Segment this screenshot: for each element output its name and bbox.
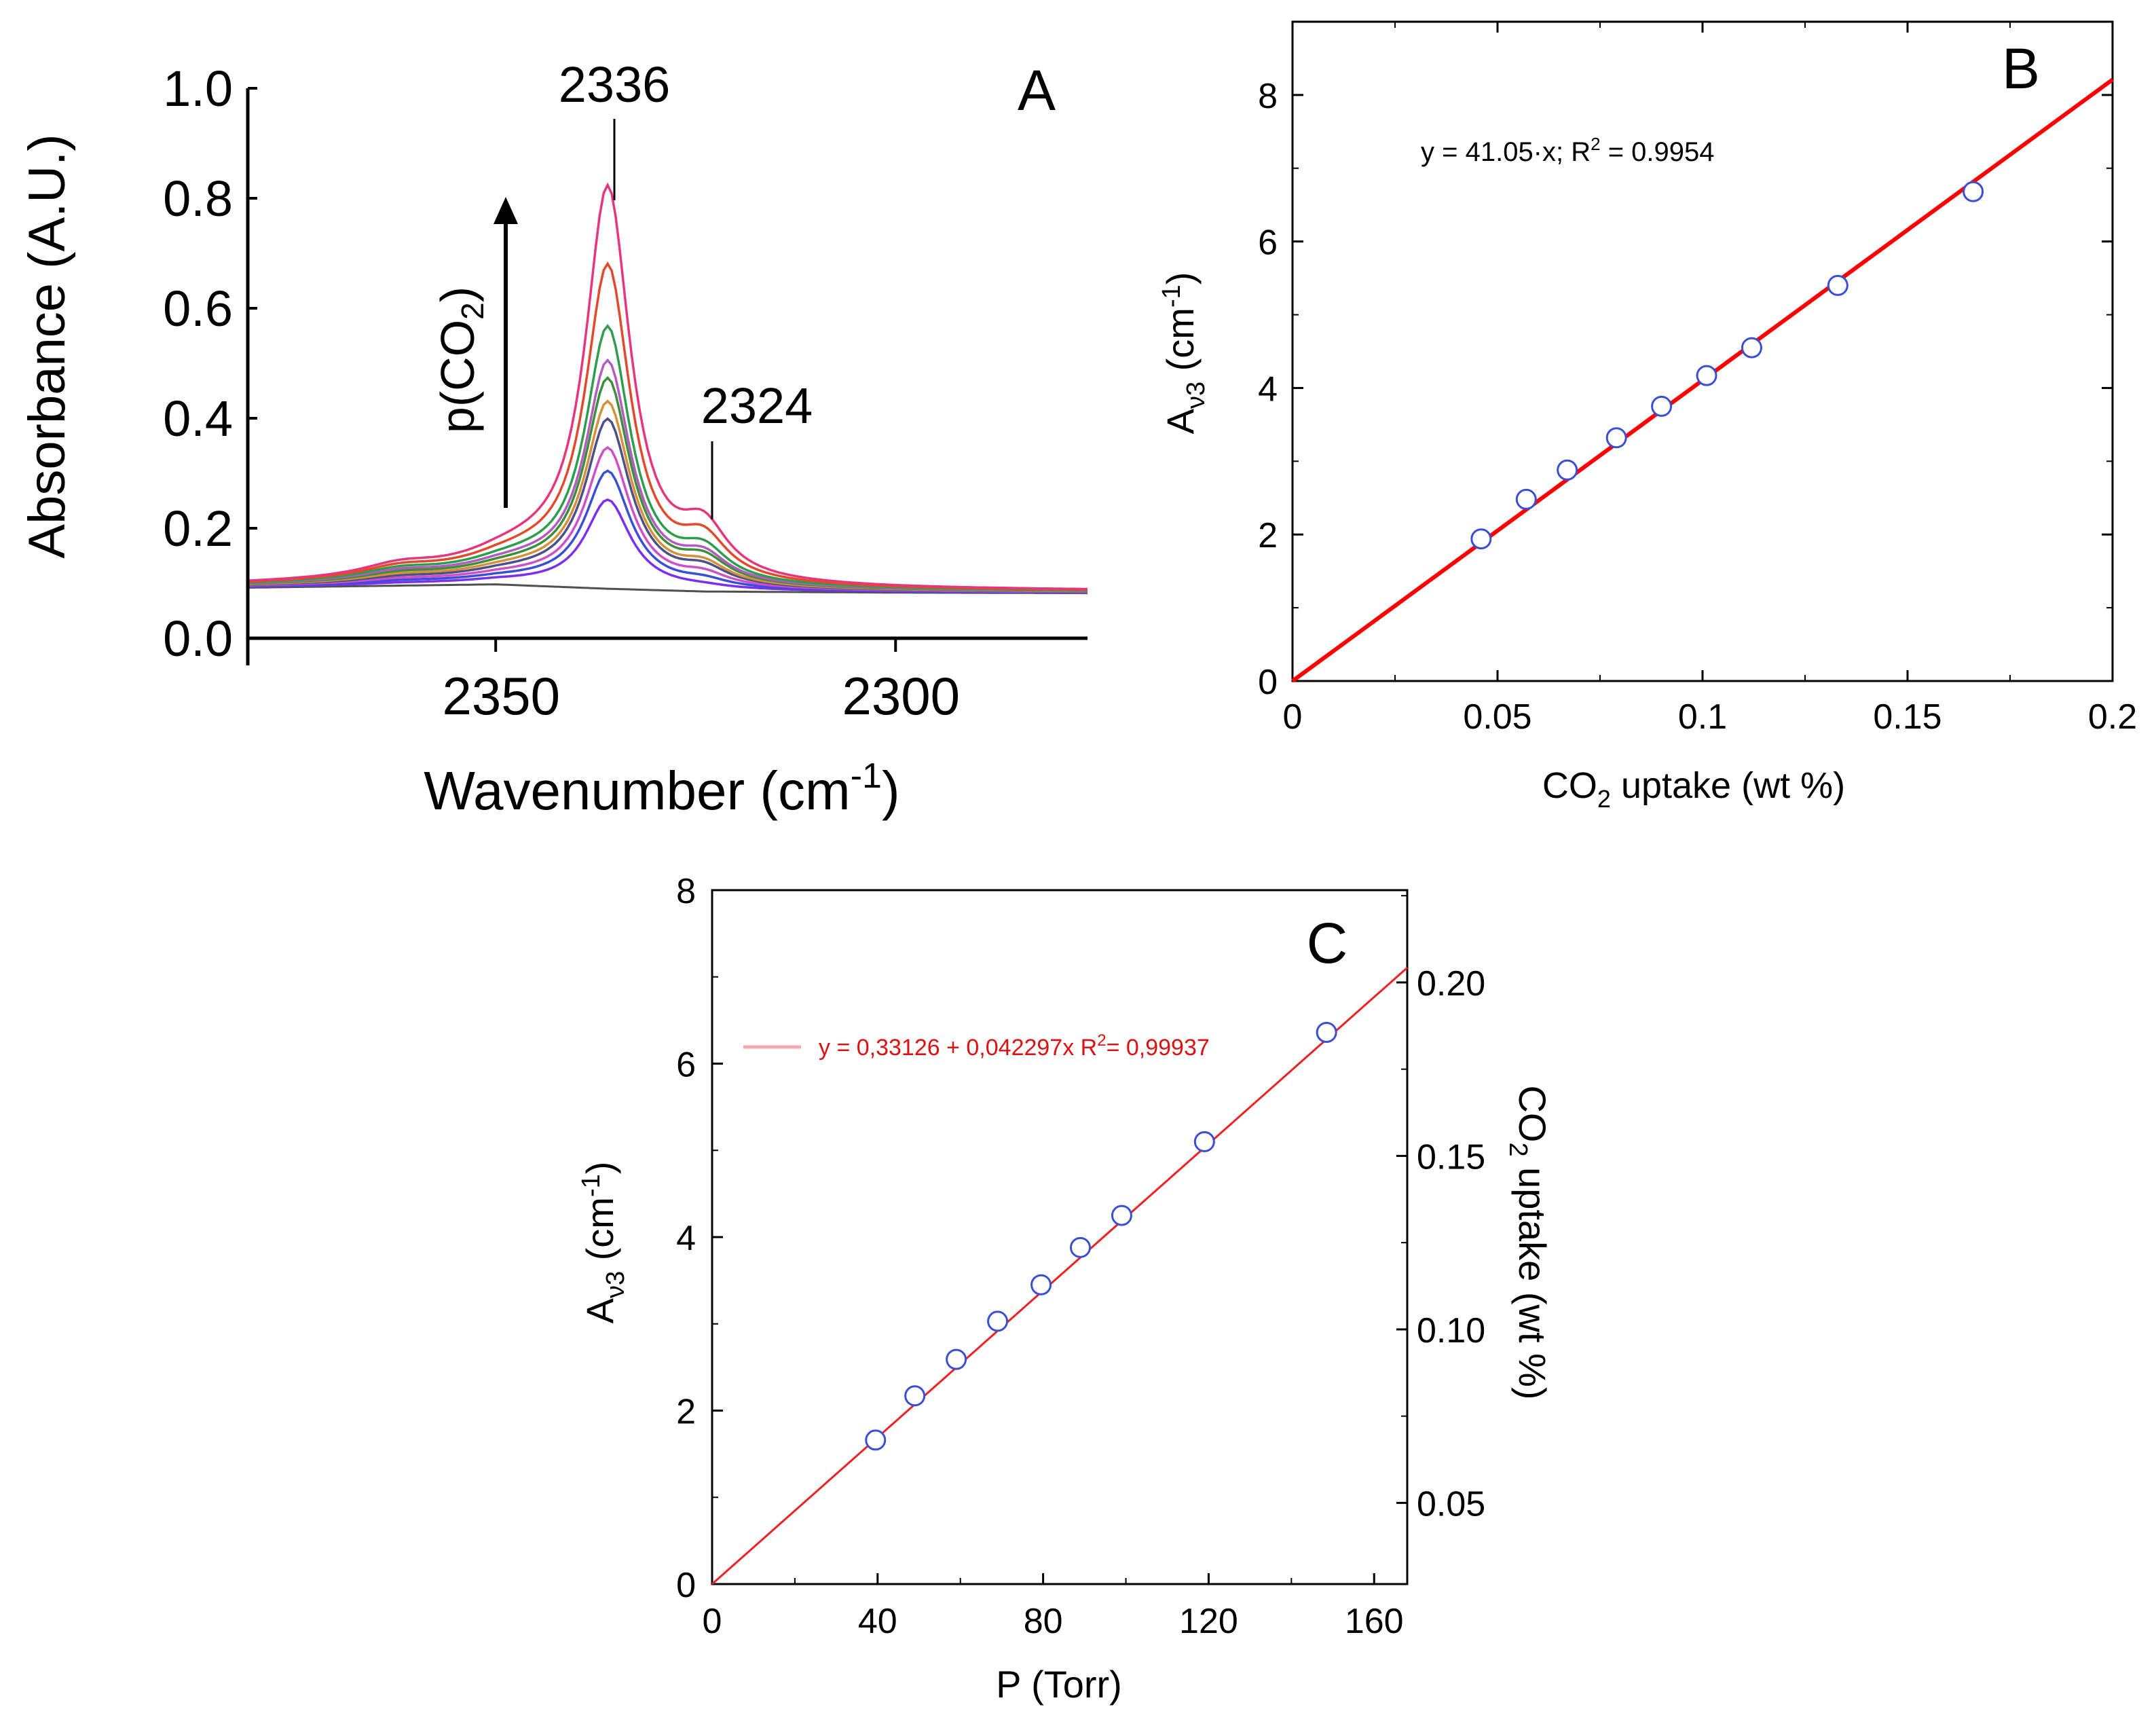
panel-c-pressure-chart: 0 2 4 6 8 0.05 0.10 0.15 0.20 0 40 80 120 160 y = 0,3… [577, 872, 1554, 1706]
panel-b-x-axis-title: CO2 uptake (wt %) [1542, 765, 1845, 813]
panel-b-x-tick-label: 0.15 [1873, 697, 1941, 737]
panel-a-y-tick-label: 0.8 [163, 170, 233, 227]
panel-c-data-point [987, 1310, 1009, 1332]
panel-b-data-point [1741, 337, 1762, 359]
panel-b-y-tick-label: 0 [1258, 663, 1278, 702]
panel-b-y-axis-title: Aν3 (cm-1) [1157, 272, 1210, 435]
panel-b-data-point [1963, 181, 1984, 202]
panel-c-label: C [1307, 911, 1348, 975]
panel-c-y-axis-title: Aν3 (cm-1) [577, 1162, 630, 1324]
panel-c-data-point [1193, 1130, 1215, 1152]
panel-a-y-tick-label: 0.0 [163, 610, 233, 667]
panel-c-fit-line [711, 967, 1408, 1585]
panel-b-x-tick-label: 0.2 [2088, 697, 2137, 737]
panel-c-y-tick-label: 2 [676, 1393, 696, 1432]
panel-b-data-point [1827, 274, 1848, 296]
panel-c-data-point [904, 1385, 926, 1407]
panel-c-data-point [865, 1429, 887, 1451]
panel-a-x-tick-label: 2300 [842, 666, 960, 726]
panel-c-y2-tick-label: 0.05 [1417, 1484, 1485, 1524]
panel-c-x-axis-title: P (Torr) [996, 1663, 1122, 1706]
panel-c-x-tick-label: 0 [703, 1602, 722, 1641]
panel-c-y2-tick-label: 0.10 [1417, 1311, 1485, 1350]
panel-b-y-tick-label: 4 [1258, 369, 1278, 409]
panel-b-label: B [2002, 37, 2040, 100]
panel-c-x-tick-label: 160 [1345, 1602, 1404, 1641]
panel-b-data-point [1696, 365, 1717, 386]
panel-b-data-point [1515, 488, 1537, 510]
panel-a-y-tick-label: 0.4 [163, 390, 233, 447]
panel-c-y-tick-label: 6 [676, 1046, 696, 1085]
panel-c-data-point [946, 1348, 967, 1370]
panel-c-data-point [1069, 1236, 1091, 1258]
panel-c-x-tick-label: 120 [1179, 1602, 1238, 1641]
panel-b-y-tick-label: 6 [1258, 223, 1278, 263]
panel-b-ticks: 0 2 4 6 8 0 0.05 0.1 0.15 0.2 [1258, 22, 2137, 737]
spectra-curves [247, 182, 1088, 595]
panel-b-calibration-chart: 0 2 4 6 8 0 0.05 0.1 0.15 0.2 y = 41.05·x; R2 = 0… [1157, 20, 2137, 813]
panel-c-ticks: 0 2 4 6 8 0.05 0.10 0.15 0.20 0 40 80 120 160 [676, 872, 1485, 1641]
panel-c-y2-tick-label: 0.15 [1417, 1137, 1485, 1177]
peak-label-2324: 2324 [701, 378, 813, 434]
spectrum-series [247, 182, 1088, 591]
panel-c-y2-axis-title: CO2 uptake (wt %) [1504, 1085, 1554, 1399]
panel-c-y-tick-label: 8 [676, 872, 696, 911]
panel-c-y-tick-label: 0 [676, 1566, 696, 1605]
panel-c-data-point [1316, 1022, 1337, 1044]
panel-b-data-points [1470, 181, 1984, 550]
panel-a-y-tick-label: 1.0 [163, 60, 233, 117]
pressure-arrow-label: p(CO2) [431, 287, 490, 433]
panel-b-y-tick-label: 2 [1258, 516, 1278, 555]
panel-a-y-tick-label: 0.6 [163, 280, 233, 337]
panel-b-data-point [1605, 427, 1627, 449]
panel-a-spectra-chart: 0.0 0.2 0.4 0.6 0.8 1.0 2350 2300 2336 2324 p(C… [18, 56, 1088, 821]
panel-c-fit-equation: y = 0,33126 + 0,042297x R2= 0,99937 [819, 1031, 1210, 1061]
peak-label-2336: 2336 [559, 56, 671, 113]
panel-b-data-point [1651, 395, 1673, 417]
panel-a-x-tick-label: 2350 [442, 666, 560, 726]
panel-a-y-axis-title: Absorbance (A.U.) [18, 134, 76, 558]
panel-a-label: A [1018, 58, 1056, 122]
panel-b-fit-equation: y = 41.05·x; R2 = 0.9954 [1421, 134, 1715, 167]
panel-a-y-tick-label: 0.2 [163, 500, 233, 557]
panel-c-data-point [1111, 1205, 1132, 1226]
panel-b-y-tick-label: 8 [1258, 77, 1278, 116]
panel-b-data-point [1557, 459, 1578, 481]
arrow-head-icon [494, 197, 518, 224]
panel-c-data-points [865, 1022, 1337, 1451]
panel-a-ticks: 0.0 0.2 0.4 0.6 0.8 1.0 2350 2300 [163, 60, 960, 726]
panel-c-x-tick-label: 40 [858, 1602, 897, 1641]
panel-b-data-point [1470, 528, 1492, 550]
panel-a-x-axis-title: Wavenumber (cm-1) [424, 756, 899, 821]
panel-b-x-tick-label: 0.1 [1678, 697, 1727, 737]
panel-b-x-tick-label: 0.05 [1463, 697, 1531, 737]
panel-b-x-tick-label: 0 [1283, 697, 1303, 737]
panel-c-x-tick-label: 80 [1024, 1602, 1063, 1641]
panel-c-y-tick-label: 4 [676, 1219, 696, 1258]
panel-c-y2-tick-label: 0.20 [1417, 964, 1485, 1004]
panel-c-data-point [1030, 1274, 1052, 1295]
